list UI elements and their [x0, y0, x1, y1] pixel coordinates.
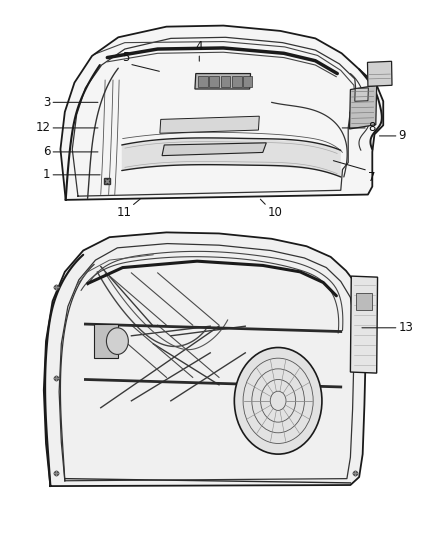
Text: 6: 6 — [43, 146, 50, 158]
Text: 4: 4 — [195, 41, 203, 53]
Text: 1: 1 — [43, 168, 50, 181]
Polygon shape — [60, 26, 383, 200]
Bar — [232, 76, 242, 87]
Polygon shape — [162, 143, 266, 156]
Bar — [209, 76, 219, 87]
Text: 11: 11 — [117, 206, 131, 219]
Text: 12: 12 — [35, 122, 50, 134]
Text: 9: 9 — [399, 130, 406, 142]
Bar — [356, 293, 372, 310]
Bar — [221, 76, 230, 87]
Polygon shape — [367, 61, 392, 86]
Polygon shape — [195, 74, 251, 89]
Circle shape — [106, 328, 128, 354]
Text: 10: 10 — [267, 206, 282, 219]
Bar — [94, 324, 118, 358]
Text: 3: 3 — [43, 96, 50, 109]
Polygon shape — [160, 116, 259, 133]
Bar — [243, 76, 252, 87]
Text: 13: 13 — [399, 321, 413, 334]
Polygon shape — [122, 139, 341, 177]
Polygon shape — [44, 232, 366, 486]
Polygon shape — [350, 85, 377, 129]
Text: 7: 7 — [368, 171, 375, 183]
Text: 8: 8 — [368, 122, 375, 134]
Circle shape — [234, 348, 322, 454]
Bar — [198, 76, 208, 87]
Polygon shape — [350, 276, 378, 373]
Text: 5: 5 — [122, 51, 129, 64]
Polygon shape — [355, 88, 368, 101]
